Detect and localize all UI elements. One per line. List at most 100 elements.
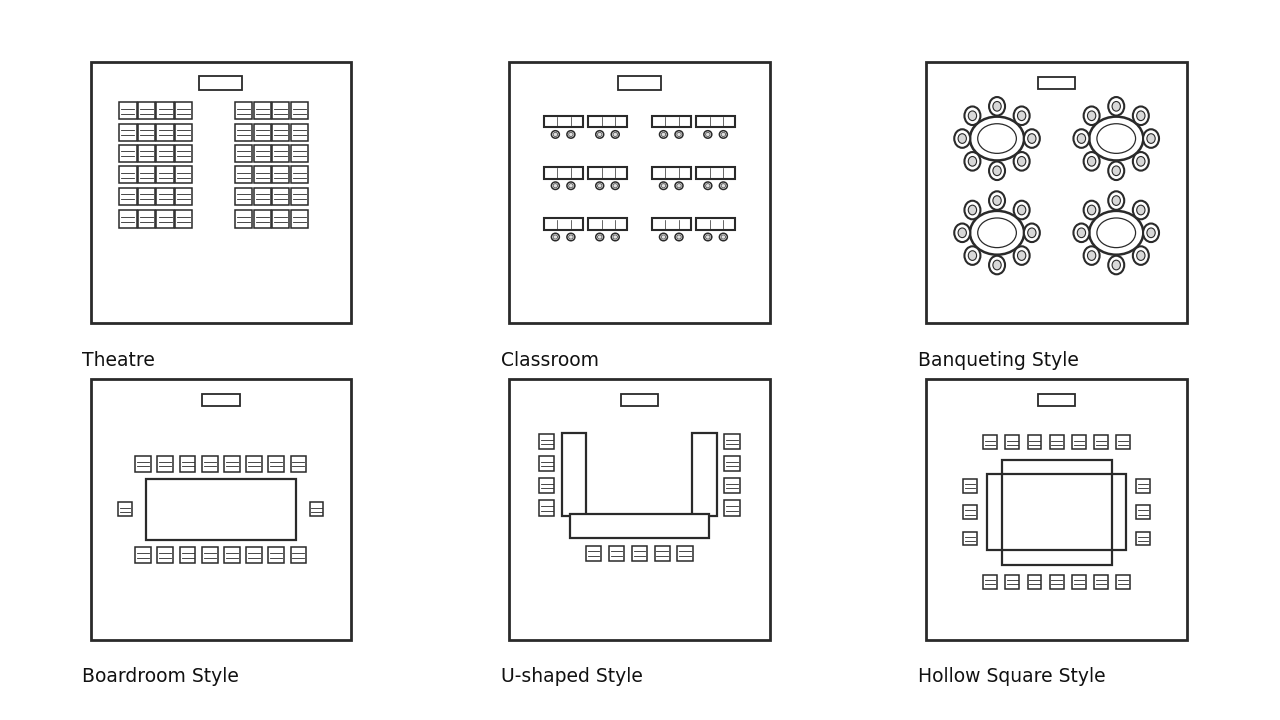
Ellipse shape <box>1143 130 1158 148</box>
Ellipse shape <box>721 184 726 188</box>
Bar <box>136 456 151 472</box>
Text: Theatre: Theatre <box>82 351 155 369</box>
Bar <box>696 218 735 230</box>
Ellipse shape <box>704 131 712 138</box>
Ellipse shape <box>964 246 980 265</box>
Bar <box>983 436 997 449</box>
Bar <box>724 456 740 472</box>
Bar <box>156 166 174 184</box>
Ellipse shape <box>1088 205 1096 215</box>
Bar <box>253 145 270 162</box>
Ellipse shape <box>1133 152 1149 171</box>
Ellipse shape <box>1108 161 1124 180</box>
Bar <box>1116 436 1130 449</box>
Bar <box>118 503 132 516</box>
Ellipse shape <box>704 182 712 189</box>
Bar <box>1071 436 1085 449</box>
Ellipse shape <box>964 152 980 171</box>
Ellipse shape <box>1018 251 1025 261</box>
Bar <box>1005 436 1019 449</box>
Ellipse shape <box>705 184 710 188</box>
Bar <box>291 547 306 563</box>
Bar <box>570 514 709 539</box>
Ellipse shape <box>1084 246 1100 265</box>
Bar <box>291 210 308 228</box>
Ellipse shape <box>968 156 977 166</box>
Bar <box>652 218 691 230</box>
Bar <box>202 456 218 472</box>
Bar <box>652 167 691 179</box>
Ellipse shape <box>1074 130 1089 148</box>
Ellipse shape <box>598 235 602 239</box>
Ellipse shape <box>675 233 684 240</box>
Ellipse shape <box>1089 211 1143 255</box>
Bar <box>1050 575 1064 589</box>
Bar <box>179 547 196 563</box>
Text: Boardroom Style: Boardroom Style <box>82 667 239 686</box>
Bar <box>1028 575 1042 589</box>
Bar <box>1137 505 1149 519</box>
Bar <box>236 166 252 184</box>
Bar <box>157 456 173 472</box>
Bar <box>175 102 192 120</box>
Ellipse shape <box>955 130 970 148</box>
Ellipse shape <box>959 134 966 143</box>
Bar <box>175 166 192 184</box>
Bar <box>138 124 155 141</box>
Bar <box>179 456 196 472</box>
Ellipse shape <box>968 111 977 120</box>
Bar <box>119 188 137 204</box>
Ellipse shape <box>959 228 966 238</box>
Bar <box>1071 575 1085 589</box>
Ellipse shape <box>989 256 1005 274</box>
Bar <box>1005 575 1019 589</box>
Bar <box>273 102 289 120</box>
Ellipse shape <box>1018 111 1025 120</box>
Ellipse shape <box>598 184 602 188</box>
Bar <box>224 547 239 563</box>
Ellipse shape <box>721 132 726 137</box>
Bar <box>236 145 252 162</box>
Ellipse shape <box>704 233 712 240</box>
Bar <box>291 145 308 162</box>
Bar <box>236 124 252 141</box>
Bar <box>544 218 582 230</box>
Bar <box>1137 531 1149 546</box>
Bar <box>136 547 151 563</box>
Ellipse shape <box>1108 97 1124 116</box>
Ellipse shape <box>993 166 1001 176</box>
Bar <box>609 546 625 561</box>
Bar <box>654 546 669 561</box>
Bar <box>1002 459 1111 474</box>
Ellipse shape <box>567 233 575 240</box>
Ellipse shape <box>989 161 1005 180</box>
Bar <box>621 394 658 406</box>
Ellipse shape <box>568 235 573 239</box>
Bar <box>696 167 735 179</box>
Bar <box>202 547 218 563</box>
Bar <box>156 102 174 120</box>
Bar <box>562 433 586 516</box>
Bar <box>291 188 308 204</box>
Bar <box>1094 436 1108 449</box>
Bar <box>588 218 627 230</box>
Text: U-shaped Style: U-shaped Style <box>500 667 643 686</box>
Ellipse shape <box>567 131 575 138</box>
Bar <box>273 210 289 228</box>
Ellipse shape <box>978 124 1016 153</box>
Ellipse shape <box>595 131 604 138</box>
Bar <box>310 503 324 516</box>
Bar <box>291 102 308 120</box>
Ellipse shape <box>1078 228 1085 238</box>
Bar <box>539 456 554 472</box>
Ellipse shape <box>1112 166 1120 176</box>
Bar <box>236 102 252 120</box>
Ellipse shape <box>659 182 667 189</box>
Bar <box>539 478 554 493</box>
Ellipse shape <box>553 132 558 137</box>
Bar <box>539 434 554 449</box>
Ellipse shape <box>1133 246 1149 265</box>
Ellipse shape <box>659 131 667 138</box>
Bar <box>539 500 554 516</box>
Ellipse shape <box>1078 134 1085 143</box>
